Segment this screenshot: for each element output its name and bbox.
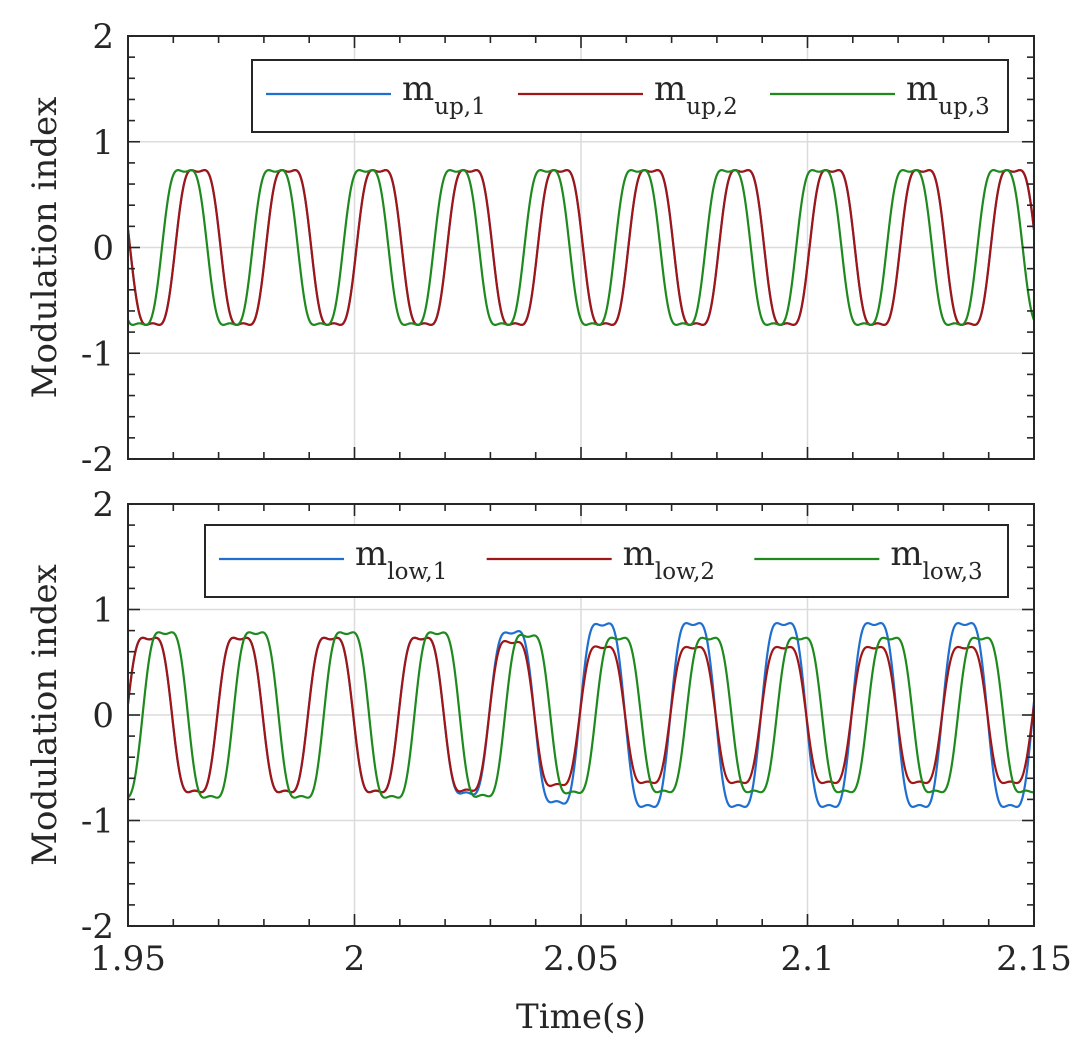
x-tick-label: 2.15 [996, 939, 1072, 979]
x-axis-title: Time(s) [516, 997, 646, 1037]
x-tick-label: 2 [344, 939, 366, 979]
y-axis-title: Modulation index [25, 97, 65, 399]
legend-label-m_up,3: mup,3 [906, 69, 990, 120]
legend: mlow,1 mlow,2 mlow,3 [204, 524, 1009, 598]
series-line-m_up,3 [128, 169, 1034, 326]
lower-panel: -2 -1 0 1 2 1.95 2 2.05 2.1 2.15 Modulation index T… [25, 485, 1072, 1037]
y-tick-label: 1 [92, 123, 114, 163]
ticks [127, 35, 1035, 460]
y-tick-label: -1 [81, 334, 114, 374]
upper-panel: -2 -1 0 1 2 Modulation index mup,1 mup,2 mup,3 [25, 17, 1035, 480]
x-tick-label: 2.05 [543, 939, 619, 979]
legend-box [251, 59, 1009, 133]
legend-label-m_low,2: mlow,2 [623, 534, 715, 585]
legend-label-m_up,2: mup,2 [654, 69, 738, 120]
x-tick-label: 1.95 [90, 939, 166, 979]
y-tick-label: 0 [92, 229, 114, 269]
y-tick-label: 2 [92, 17, 114, 57]
legend-label-m_low,3: mlow,3 [890, 534, 982, 585]
legend-label-m_low,1: mlow,1 [355, 534, 447, 585]
series-group [128, 622, 1034, 808]
y-tick-label: -2 [81, 440, 114, 480]
y-tick-label: 2 [92, 485, 114, 525]
series-line-m_low,2 [128, 636, 1034, 794]
ticks [127, 503, 1035, 927]
legend-label-m_up,1: mup,1 [402, 69, 486, 120]
x-tick-label: 2.1 [780, 939, 834, 979]
series-line-m_low,3 [128, 631, 1034, 799]
y-tick-label: -2 [81, 907, 114, 947]
legend-box [204, 524, 1009, 598]
y-tick-label: 1 [92, 591, 114, 631]
y-tick-label: -1 [81, 802, 114, 842]
y-tick-label: 0 [92, 696, 114, 736]
series-group [128, 169, 1034, 326]
legend: mup,1 mup,2 mup,3 [251, 59, 1009, 133]
y-axis-title: Modulation index [25, 564, 65, 866]
